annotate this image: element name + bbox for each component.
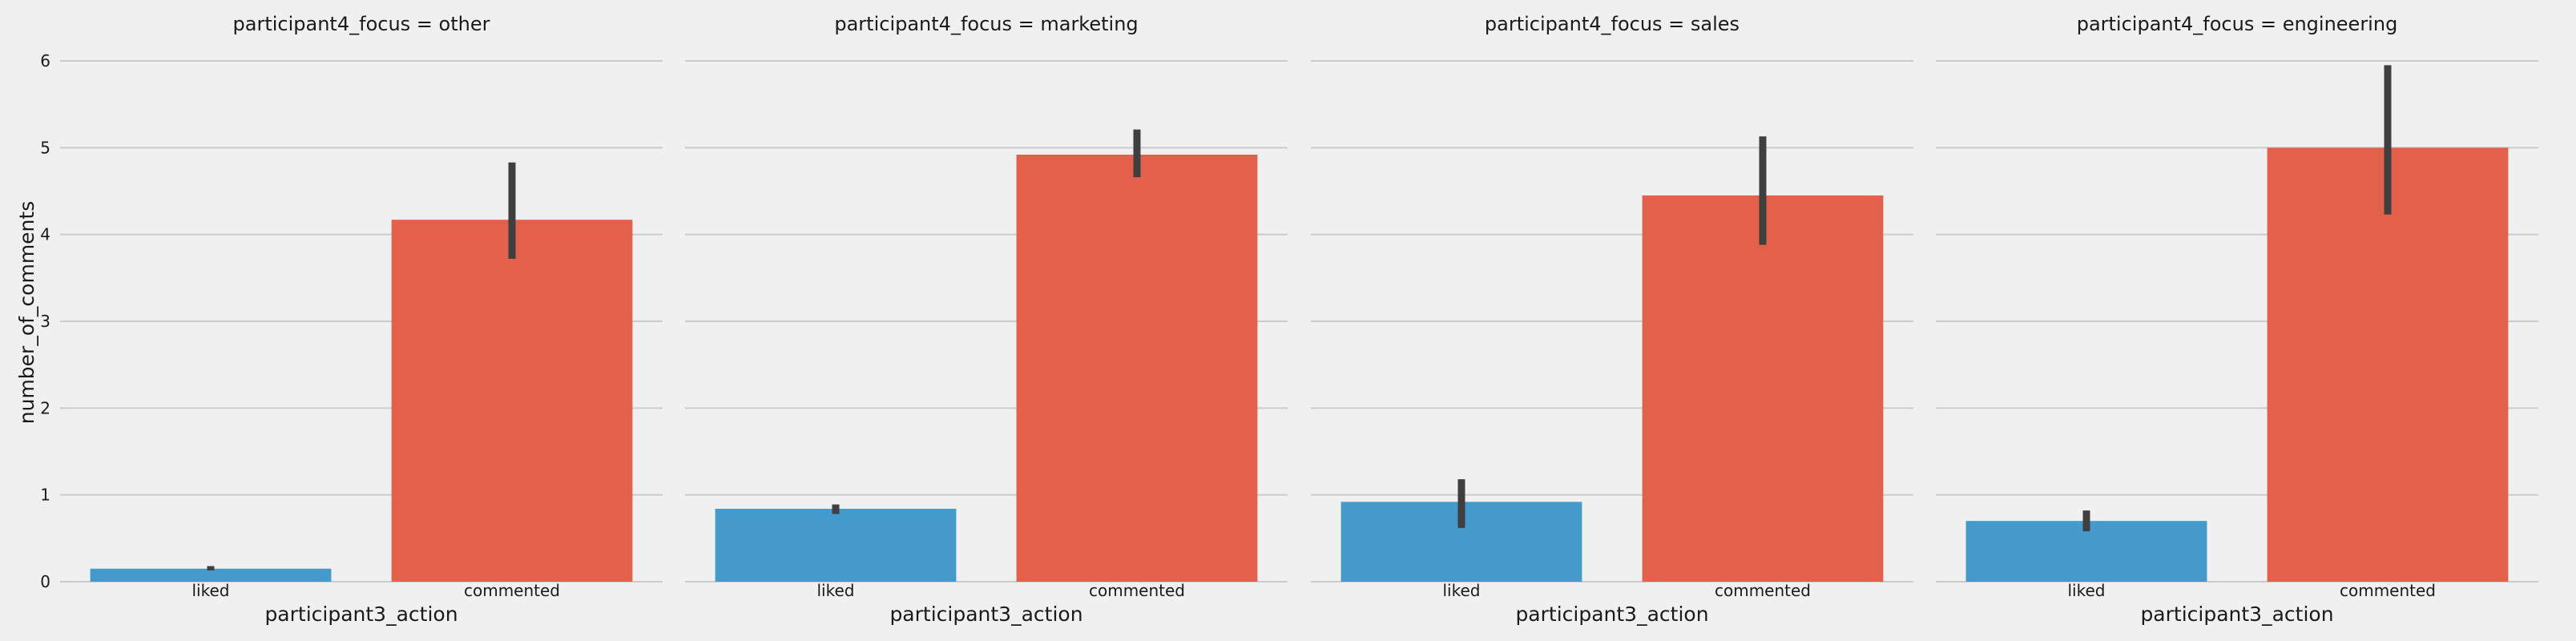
bar-commented (1643, 196, 1884, 582)
x-tick-label: commented (2340, 581, 2436, 600)
y-tick-label: 4 (40, 225, 50, 244)
x-axis-label: participant3_action (2140, 603, 2333, 626)
y-tick-label: 2 (40, 398, 50, 417)
x-tick-label: commented (1089, 581, 1185, 600)
facet-title: participant4_focus = marketing (834, 13, 1138, 35)
facet-title: participant4_focus = engineering (2077, 13, 2398, 35)
x-tick-label: commented (1715, 581, 1811, 600)
y-tick-label: 5 (40, 138, 50, 157)
x-axis-label: participant3_action (889, 603, 1082, 626)
x-tick-label: liked (2068, 581, 2106, 600)
bar-liked (716, 509, 957, 582)
facet-panel-0: 0 1 2 3 4 5 6 participant4_focus = other liked co… (40, 13, 663, 626)
y-axis-label: number_of_comments (15, 201, 38, 424)
x-tick-label: liked (817, 581, 855, 600)
facet-panel-2: participant4_focus = sales liked commented… (1311, 13, 1913, 626)
x-axis-label: participant3_action (264, 603, 458, 626)
facet-panel-1: participant4_focus = marketing liked comme… (685, 13, 1288, 626)
bar-commented (392, 220, 633, 582)
x-tick-label: commented (464, 581, 560, 600)
y-tick-label: 0 (40, 572, 50, 591)
y-tick-label: 3 (40, 312, 50, 331)
facet-title: participant4_focus = sales (1485, 13, 1740, 35)
facet-title: participant4_focus = other (233, 13, 490, 35)
bar-liked (91, 569, 332, 582)
facets-group: 0 1 2 3 4 5 6 participant4_focus = other liked co… (40, 13, 2538, 626)
x-tick-label: liked (1443, 581, 1481, 600)
y-tick-label: 6 (40, 51, 50, 71)
y-tick-label: 1 (40, 486, 50, 505)
x-axis-label: participant3_action (1515, 603, 1708, 626)
x-tick-label: liked (192, 581, 230, 600)
facet-panel-3: participant4_focus = engineering liked com… (1936, 13, 2538, 626)
bar-commented (1017, 155, 1258, 582)
